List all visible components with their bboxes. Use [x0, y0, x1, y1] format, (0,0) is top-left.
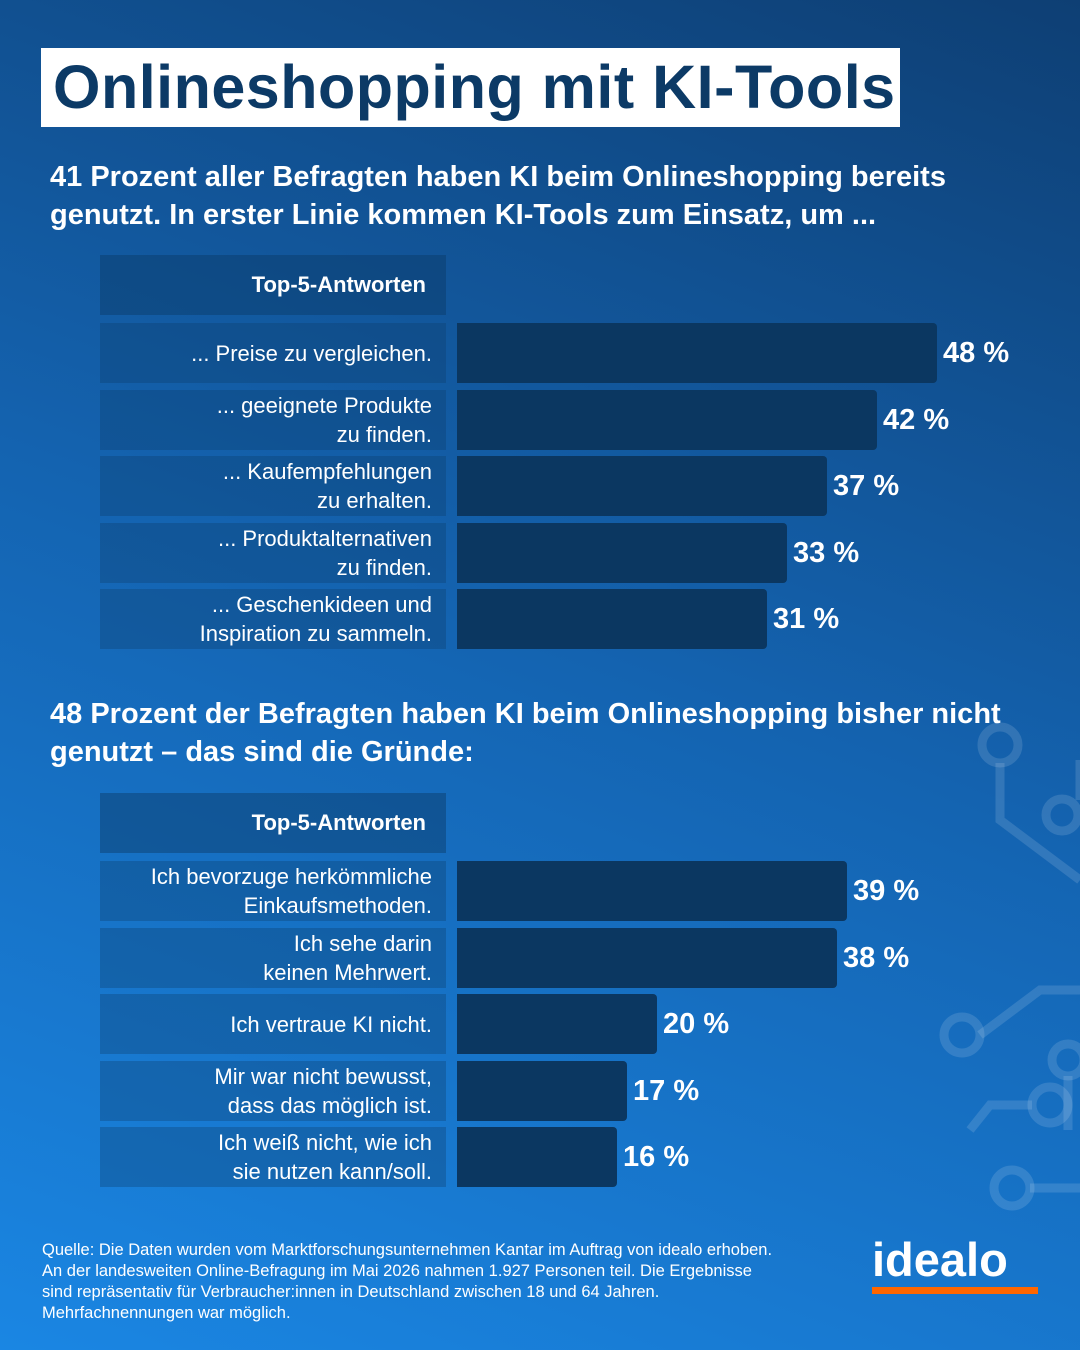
- bar-value-label: 42 %: [883, 403, 950, 436]
- chart-1-title: 41 Prozent aller Befragten haben KI beim…: [50, 161, 946, 231]
- bar: [457, 927, 837, 988]
- bar-value-label: 16 %: [623, 1141, 690, 1173]
- logo-text: idealo: [872, 1233, 1008, 1286]
- page-title: Onlineshopping mit KI-Tools: [53, 53, 896, 121]
- category-label: ... Kaufempfehlungen zu erhalten.: [100, 456, 446, 516]
- bar: [457, 861, 847, 921]
- bar-value-label: 37 %: [833, 470, 900, 502]
- bar-value-label: 17 %: [633, 1074, 700, 1107]
- bar: [457, 389, 877, 450]
- source-line-2: An der landesweiten Online-Befragung im …: [42, 1262, 752, 1280]
- bar: [457, 994, 657, 1054]
- bar: [457, 522, 787, 583]
- idealo-logo: idealo: [872, 1232, 1042, 1294]
- bar-value-label: 48 %: [943, 337, 1010, 369]
- bar: [457, 456, 827, 516]
- chart-1-header: Top-5-Antworten: [100, 255, 446, 315]
- category-label: Ich vertraue KI nicht.: [100, 994, 446, 1054]
- source-note: Quelle: Die Daten wurden vom Marktforsch…: [42, 1240, 862, 1324]
- bar-value-label: 20 %: [663, 1008, 730, 1040]
- category-label: ... geeignete Produkte zu finden.: [100, 389, 446, 450]
- bar-value-label: 38 %: [843, 941, 910, 974]
- logo-underline: [872, 1287, 1038, 1294]
- chart-2-header: Top-5-Antworten: [100, 793, 446, 853]
- chart-2-title: 48 Prozent der Befragten haben KI beim O…: [50, 698, 1001, 768]
- category-label: Ich weiß nicht, wie ich sie nutzen kann/…: [100, 1127, 446, 1187]
- category-label: Mir war nicht bewusst, dass das möglich …: [100, 1060, 446, 1121]
- bar-value-label: 33 %: [793, 536, 860, 569]
- bar: [457, 1060, 627, 1121]
- source-line-4: Mehrfachnennungen war möglich.: [42, 1304, 291, 1322]
- bar-value-label: 31 %: [773, 603, 840, 635]
- category-label: Ich bevorzuge herkömmliche Einkaufsmetho…: [100, 861, 446, 921]
- bar: [457, 589, 767, 649]
- bar-value-label: 39 %: [853, 875, 920, 907]
- source-line-1: Quelle: Die Daten wurden vom Marktforsch…: [42, 1241, 773, 1259]
- source-line-3: sind repräsentativ für Verbraucher:innen…: [42, 1283, 660, 1301]
- category-label: Ich sehe darin keinen Mehrwert.: [100, 927, 446, 988]
- bar: [457, 323, 937, 383]
- bar: [457, 1127, 617, 1187]
- category-label: ... Produktalternativen zu finden.: [100, 522, 446, 583]
- category-label: ... Geschenkideen und Inspiration zu sam…: [100, 589, 446, 649]
- title-box: Onlineshopping mit KI-Tools: [41, 48, 900, 127]
- category-label: ... Preise zu vergleichen.: [100, 323, 446, 383]
